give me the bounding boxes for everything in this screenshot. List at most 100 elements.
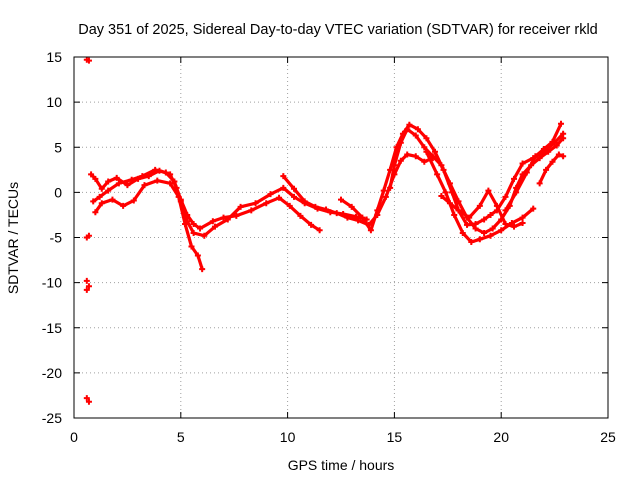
data-point — [88, 171, 95, 178]
data-point — [367, 227, 374, 234]
data-point — [481, 229, 488, 236]
data-point — [105, 178, 112, 185]
grid — [74, 57, 608, 418]
data-point — [211, 223, 218, 230]
data-point — [455, 207, 462, 214]
data-point — [98, 200, 105, 207]
data-point — [113, 174, 120, 181]
data-point — [523, 169, 530, 176]
x-tick-label: 0 — [70, 429, 78, 445]
data-point — [481, 216, 488, 223]
data-point — [536, 180, 543, 187]
data-point — [446, 180, 453, 187]
data-point — [387, 184, 394, 191]
data-point — [308, 221, 315, 228]
data-point — [344, 214, 351, 221]
data-point — [555, 151, 562, 158]
x-tick-label: 10 — [280, 429, 296, 445]
y-tick-label: -25 — [42, 410, 62, 426]
series-line — [503, 122, 563, 212]
data-point — [421, 158, 428, 165]
data-point — [248, 207, 255, 214]
data-point — [380, 187, 387, 194]
x-tick-label: 5 — [177, 429, 185, 445]
data-point — [412, 153, 419, 160]
data-point — [199, 266, 206, 273]
data-point — [348, 203, 355, 210]
data-point — [267, 191, 274, 198]
data-point — [511, 175, 518, 182]
data-point — [83, 277, 90, 284]
data-point — [252, 200, 259, 207]
y-tick-label: 15 — [46, 49, 62, 65]
y-tick-label: -15 — [42, 320, 62, 336]
data-point — [397, 157, 404, 164]
data-point — [549, 158, 556, 165]
data-point — [92, 175, 99, 182]
y-axis-label: SDTVAR / TECUs — [5, 182, 21, 294]
data-point — [291, 193, 298, 200]
data-point — [280, 184, 287, 191]
data-point — [382, 193, 389, 200]
data-point — [280, 173, 287, 180]
data-point — [455, 198, 462, 205]
data-point — [397, 139, 404, 146]
data-point — [190, 229, 197, 236]
data-point — [438, 192, 445, 199]
data-point — [201, 232, 208, 239]
data-point — [434, 171, 441, 178]
data-point — [209, 218, 216, 225]
data-point — [511, 223, 518, 230]
data-point — [423, 135, 430, 142]
data-point — [359, 214, 366, 221]
data-point — [188, 243, 195, 250]
series-track-j — [536, 151, 567, 187]
data-point — [558, 120, 565, 127]
plot-frame — [73, 56, 609, 419]
data-point — [286, 202, 293, 209]
data-point — [423, 148, 430, 155]
data-point — [291, 185, 298, 192]
data-point — [412, 132, 419, 139]
data-point — [154, 177, 161, 184]
data-point — [83, 286, 90, 293]
data-point — [530, 205, 537, 212]
data-point — [502, 220, 509, 227]
data-point — [404, 126, 411, 133]
series-track-g — [423, 148, 537, 246]
data-point — [431, 148, 438, 155]
data-point — [466, 214, 473, 221]
data-point — [489, 225, 496, 232]
data-point — [194, 252, 201, 259]
data-point — [105, 187, 112, 194]
data-point — [532, 153, 539, 160]
y-tick-label: 10 — [46, 94, 62, 110]
data-point — [519, 160, 526, 167]
data-point — [175, 193, 182, 200]
data-point — [224, 216, 231, 223]
data-point — [171, 178, 178, 185]
data-point — [502, 207, 509, 214]
data-point — [429, 153, 436, 160]
data-point — [464, 221, 471, 228]
data-point — [220, 214, 227, 221]
data-point — [543, 166, 550, 173]
y-tick-label: -20 — [42, 365, 62, 381]
data-point — [130, 197, 137, 204]
data-point — [301, 198, 308, 205]
data-point — [85, 398, 92, 405]
series-track-c — [92, 177, 206, 273]
series-early-outliers — [83, 56, 92, 405]
data-point — [549, 138, 556, 145]
x-tick-label: 25 — [600, 429, 616, 445]
data-point — [297, 212, 304, 219]
series-line — [388, 127, 565, 235]
data-point — [545, 148, 552, 155]
data-point — [438, 162, 445, 169]
data-point — [513, 189, 520, 196]
data-point — [333, 210, 340, 217]
axis-ticks: 0 5 10 15 20 25 -25 -20 -15 -10 -5 0 5 10 15 — [42, 49, 616, 445]
data-point — [85, 232, 92, 239]
data-point — [442, 189, 449, 196]
data-point — [404, 151, 411, 158]
